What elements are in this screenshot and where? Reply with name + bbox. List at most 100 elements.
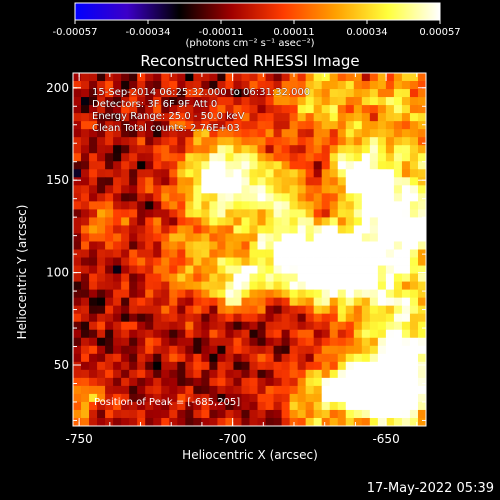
heatmap-pixel (201, 105, 210, 114)
heatmap-pixel (105, 257, 114, 266)
heatmap-pixel (209, 273, 218, 282)
heatmap-pixel (113, 409, 122, 419)
heatmap-pixel (393, 393, 403, 403)
heatmap-pixel (129, 385, 138, 395)
heatmap-pixel (177, 265, 186, 274)
heatmap-pixel (321, 305, 331, 315)
heatmap-pixel (185, 273, 194, 282)
heatmap-pixel (121, 121, 130, 130)
heatmap-pixel (89, 353, 98, 363)
heatmap-pixel (257, 257, 266, 266)
heatmap-pixel (161, 225, 170, 234)
heatmap-pixel (121, 201, 130, 210)
heatmap-pixel (185, 257, 194, 266)
heatmap-pixel (321, 401, 331, 411)
heatmap-pixel (297, 201, 307, 210)
heatmap-pixel (225, 177, 234, 186)
axes: -750-700-650-60050100150200 (46, 73, 426, 446)
heatmap-pixel (217, 105, 226, 114)
heatmap-pixel (209, 265, 218, 274)
heatmap-pixel (329, 377, 339, 387)
heatmap-pixel (377, 369, 387, 379)
heatmap-pixel (121, 417, 130, 426)
heatmap-pixel (201, 73, 210, 82)
heatmap-pixel (225, 153, 234, 162)
heatmap-pixel (233, 289, 242, 299)
heatmap-pixel (233, 105, 242, 114)
heatmap-pixel (129, 257, 138, 266)
heatmap-pixel (353, 417, 363, 426)
heatmap-pixel (105, 241, 114, 250)
heatmap-pixel (377, 265, 387, 274)
heatmap-pixel (81, 377, 90, 387)
heatmap-pixel (129, 217, 138, 226)
heatmap-pixel (97, 81, 106, 90)
heatmap-pixel (265, 73, 274, 82)
heatmap-pixel (241, 201, 250, 210)
heatmap-pixel (193, 97, 202, 106)
heatmap-pixel (209, 353, 218, 363)
heatmap-pixel (161, 257, 170, 266)
heatmap-pixel (153, 105, 162, 114)
heatmap-pixel (369, 137, 379, 146)
heatmap-pixel (289, 385, 299, 395)
heatmap-pixel (169, 73, 178, 82)
heatmap-pixel (233, 233, 242, 242)
heatmap-pixel (177, 257, 186, 266)
heatmap-pixel (273, 129, 282, 138)
heatmap-pixel (321, 313, 331, 323)
heatmap-pixel (329, 225, 339, 234)
heatmap-pixel (361, 225, 371, 234)
heatmap-pixel (361, 217, 371, 226)
heatmap-pixel (105, 145, 114, 154)
heatmap-pixel (169, 345, 178, 355)
heatmap-pixel (313, 81, 323, 90)
heatmap-pixel (377, 153, 387, 162)
heatmap-pixel (169, 193, 178, 202)
heatmap-pixel (361, 201, 371, 210)
heatmap-pixel (313, 113, 323, 122)
heatmap-pixel (129, 129, 138, 138)
heatmap-pixel (193, 217, 202, 226)
heatmap-pixel (337, 353, 347, 363)
heatmap-pixel (393, 345, 403, 355)
heatmap-pixel (345, 377, 355, 387)
heatmap-pixel (97, 321, 106, 331)
heatmap-pixel (385, 97, 395, 106)
heatmap-pixel (401, 137, 411, 146)
heatmap-pixel (177, 377, 186, 387)
heatmap-pixel (385, 169, 395, 178)
heatmap-pixel (353, 137, 363, 146)
heatmap-pixel (225, 137, 234, 146)
colorbar-tick-label: -0.00057 (53, 27, 98, 38)
heatmap-pixel (305, 201, 315, 210)
heatmap-pixel (233, 369, 242, 379)
heatmap-pixel (161, 321, 170, 331)
heatmap-pixel (409, 81, 419, 90)
heatmap-pixel (361, 297, 371, 307)
heatmap-pixel (249, 209, 258, 218)
heatmap-pixel (289, 393, 299, 403)
heatmap-pixel (249, 121, 258, 130)
heatmap-pixel (385, 105, 395, 114)
heatmap-pixel (193, 361, 202, 371)
heatmap-pixel (169, 377, 178, 387)
heatmap-pixel (137, 289, 146, 299)
heatmap-pixel (177, 185, 186, 194)
heatmap-pixel (377, 185, 387, 194)
heatmap-pixel (369, 169, 379, 178)
heatmap-pixel (329, 361, 339, 371)
heatmap-pixel (233, 97, 242, 106)
heatmap-pixel (121, 385, 130, 395)
heatmap-pixel (145, 361, 154, 371)
heatmap-pixel (345, 73, 355, 82)
heatmap-pixel (305, 73, 315, 82)
heatmap-pixel (297, 377, 307, 387)
heatmap-pixel (265, 193, 274, 202)
heatmap-pixel (417, 193, 426, 202)
heatmap-pixel (81, 361, 90, 371)
heatmap-pixel (305, 297, 315, 307)
heatmap-pixel (169, 257, 178, 266)
heatmap-pixel (377, 385, 387, 395)
heatmap-pixel (73, 401, 82, 411)
